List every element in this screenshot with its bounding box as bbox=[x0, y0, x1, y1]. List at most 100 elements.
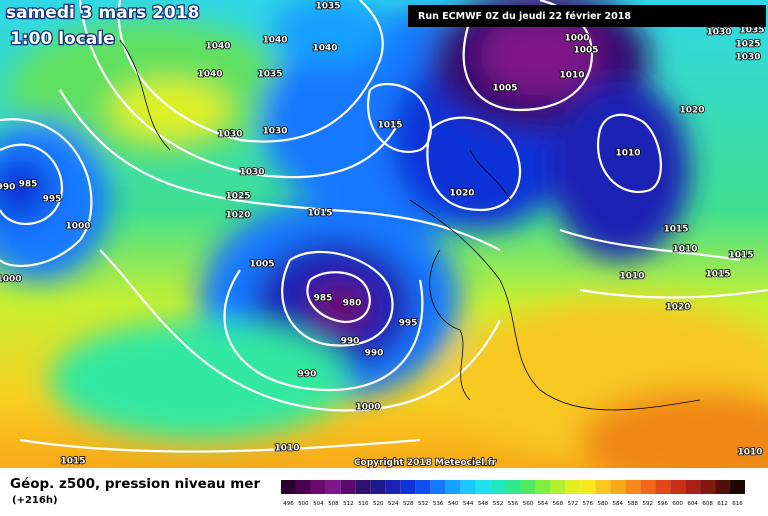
scale-swatch bbox=[535, 480, 551, 494]
scale-swatch bbox=[415, 480, 431, 494]
scale-swatch bbox=[640, 480, 656, 494]
isobar-label: 1010 bbox=[619, 272, 644, 282]
coastlines bbox=[119, 39, 701, 411]
scale-label: 520 bbox=[373, 501, 384, 507]
scale-swatch bbox=[520, 480, 536, 494]
scale-swatch bbox=[715, 480, 731, 494]
copyright: Copyright 2018 Meteociel.fr bbox=[354, 458, 497, 468]
map-time: 1:00 locale bbox=[10, 29, 115, 49]
scale-label: 616 bbox=[732, 501, 743, 507]
isobar-label: 1000 bbox=[65, 222, 90, 232]
isobar-label: 1020 bbox=[449, 189, 474, 199]
isobar-label: 1020 bbox=[225, 211, 250, 221]
scale-label: 508 bbox=[328, 501, 339, 507]
scale-label: 576 bbox=[583, 501, 594, 507]
scale-label: 500 bbox=[298, 501, 309, 507]
isobar-label: 1015 bbox=[663, 225, 688, 235]
isobar-label: 1010 bbox=[615, 149, 640, 159]
isobar-label: 1030 bbox=[706, 28, 731, 38]
scale-swatch bbox=[475, 480, 491, 494]
isobar-label: 985 bbox=[19, 180, 38, 190]
scale-label: 536 bbox=[433, 501, 444, 507]
scale-label: 540 bbox=[448, 501, 459, 507]
isobar-label: 995 bbox=[399, 319, 418, 329]
isobar-labels: 1035 1040 1040 1040 1040 1035 1030 1030 1030 1025… bbox=[0, 1, 765, 468]
isobar-label: 1005 bbox=[492, 84, 517, 94]
scale-swatch bbox=[400, 480, 416, 494]
scale-swatch bbox=[281, 480, 296, 494]
scale-swatch bbox=[445, 480, 461, 494]
scale-label: 552 bbox=[493, 501, 504, 507]
lead-time: (+216h) bbox=[12, 495, 58, 506]
isobar-label: 1005 bbox=[573, 46, 598, 56]
isobar-label: 1000 bbox=[564, 34, 589, 44]
isobar-label: 1015 bbox=[60, 457, 85, 467]
isobar-label: 1040 bbox=[312, 44, 337, 54]
scale-label: 512 bbox=[343, 501, 354, 507]
scale-swatch bbox=[490, 480, 506, 494]
isobar-label: 1030 bbox=[239, 168, 264, 178]
isobar-label: 1035 bbox=[257, 70, 282, 80]
scale-label: 592 bbox=[642, 501, 653, 507]
isobar-label: 1015 bbox=[377, 121, 402, 131]
scale-label: 556 bbox=[508, 501, 519, 507]
isobar-label: 1025 bbox=[225, 192, 250, 202]
scale-swatch bbox=[595, 480, 611, 494]
isobar-label: 1020 bbox=[679, 106, 704, 116]
isobar-label: 1025 bbox=[735, 40, 760, 50]
isobar-label: 990 bbox=[365, 349, 384, 359]
scale-label: 580 bbox=[598, 501, 609, 507]
isobar-label: 1010 bbox=[737, 448, 762, 458]
scale-swatch bbox=[430, 480, 446, 494]
run-info: Run ECMWF 0Z du jeudi 22 février 2018 bbox=[418, 11, 631, 22]
scale-label: 612 bbox=[717, 501, 728, 507]
isobar-label: 990 bbox=[0, 183, 15, 193]
scale-label: 568 bbox=[553, 501, 564, 507]
scale-label: 572 bbox=[568, 501, 579, 507]
scale-swatch bbox=[625, 480, 641, 494]
isobar-label: 1030 bbox=[262, 127, 287, 137]
isobar-label: 980 bbox=[343, 299, 362, 309]
isobar-label: 1020 bbox=[665, 303, 690, 313]
scale-swatch bbox=[460, 480, 476, 494]
scale-swatch bbox=[700, 480, 716, 494]
scale-label: 584 bbox=[613, 501, 624, 507]
isobar-label: 1015 bbox=[307, 209, 332, 219]
isobar-label: 1040 bbox=[197, 70, 222, 80]
color-scale: 496 500 504 508 512 516 520 524 528 532 536 540 544 5… bbox=[281, 480, 745, 507]
scale-swatch bbox=[505, 480, 521, 494]
isobar-label: 1010 bbox=[274, 444, 299, 454]
isobar-label: 995 bbox=[43, 195, 62, 205]
scale-label: 560 bbox=[523, 501, 534, 507]
isobar-label: 1040 bbox=[262, 36, 287, 46]
isobar-label: 1035 bbox=[315, 2, 340, 12]
scale-swatch bbox=[670, 480, 686, 494]
isobar-label: 1000 bbox=[0, 275, 22, 285]
scale-swatch bbox=[310, 480, 326, 494]
isobar-label: 1005 bbox=[249, 260, 274, 270]
scale-label: 496 bbox=[283, 501, 294, 507]
isobar-label: 1040 bbox=[205, 42, 230, 52]
isobar-label: 985 bbox=[314, 294, 333, 304]
scale-label: 532 bbox=[418, 501, 429, 507]
scale-label: 516 bbox=[358, 501, 369, 507]
scale-label: 600 bbox=[672, 501, 683, 507]
scale-label: 588 bbox=[627, 501, 638, 507]
run-box bbox=[408, 5, 766, 27]
isobar-label: 1010 bbox=[672, 245, 697, 255]
scale-swatch bbox=[685, 480, 701, 494]
field-name: Géop. z500, pression niveau mer bbox=[10, 476, 260, 492]
scale-label: 524 bbox=[388, 501, 399, 507]
isobar-label: 990 bbox=[341, 337, 360, 347]
scale-label: 544 bbox=[463, 501, 474, 507]
isobar-label: 1035 bbox=[739, 26, 764, 36]
scale-swatch bbox=[730, 480, 745, 494]
scale-label: 528 bbox=[403, 501, 414, 507]
scale-label: 604 bbox=[687, 501, 698, 507]
isobar-label: 1015 bbox=[705, 270, 730, 280]
scale-label: 548 bbox=[478, 501, 489, 507]
scale-swatch bbox=[295, 480, 311, 494]
scale-swatch bbox=[565, 480, 581, 494]
scale-label: 608 bbox=[702, 501, 713, 507]
